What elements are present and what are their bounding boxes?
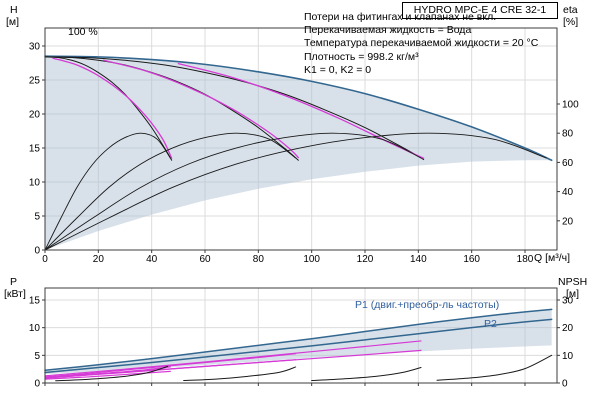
- tick-label: 0: [34, 246, 40, 257]
- tick-label: 10: [29, 178, 41, 189]
- tick-label: 100: [562, 100, 579, 111]
- power-curve-3b: [44, 349, 422, 378]
- tick-label: 180: [517, 254, 534, 265]
- tick-label: 20: [93, 254, 105, 265]
- tick-label: 0: [42, 254, 48, 265]
- speed-label: 100 %: [68, 26, 98, 38]
- tick-label: 20: [562, 323, 574, 334]
- eta-curve-2: [44, 132, 297, 251]
- tick-label: 80: [253, 254, 265, 265]
- tick-label: 25: [29, 76, 41, 87]
- h-axis-unit: [м]: [6, 16, 20, 28]
- info-line: Потери на фитингах и клапанах не вкл.: [304, 11, 497, 23]
- tick-label: 10: [562, 351, 574, 362]
- eta-axis-unit: [%]: [563, 16, 579, 28]
- info-line: Плотность = 998.2 кг/м³: [304, 50, 419, 63]
- tick-label: 10: [29, 323, 41, 334]
- tick-label: 80: [562, 129, 574, 140]
- tick-label: 15: [29, 296, 41, 307]
- tick-label: 140: [410, 254, 427, 265]
- bottom-panel: 0 5 10 15 0 10 20 30: [29, 287, 574, 390]
- plot-border: [44, 27, 558, 251]
- npsh-axis-label: NPSH: [558, 276, 588, 288]
- npsh-curve-1: [55, 365, 169, 382]
- tick-label: 0: [34, 379, 40, 390]
- tick-label: 60: [562, 158, 574, 169]
- tick-label: 20: [562, 216, 574, 227]
- info-block: Потери на фитингах и клапанах не вкл. Пе…: [304, 11, 538, 77]
- info-line: Перекачиваемая жидкость = Вода: [304, 24, 472, 37]
- p2-curve-label: P2: [484, 318, 497, 330]
- npsh-curve-4: [436, 354, 553, 381]
- eta-curve-3: [44, 132, 422, 251]
- eta-curve-4: [44, 132, 547, 251]
- p1-curve-label: P1 (двиг.+преобр-ль частоты): [355, 299, 500, 311]
- h-axis-label: H: [10, 4, 18, 16]
- operating-area: [45, 56, 552, 251]
- eta-curve-1: [44, 132, 171, 251]
- npsh-axis-unit: [м]: [566, 288, 580, 300]
- tick-label: 40: [562, 187, 574, 198]
- p1-curve: [44, 308, 553, 372]
- tick-label: 15: [29, 144, 41, 155]
- power-curve-3: [44, 340, 422, 377]
- control-curve-2: [103, 59, 299, 159]
- tick-label: 5: [34, 351, 40, 362]
- control-curve-1: [52, 57, 173, 159]
- power-curve-2: [44, 353, 297, 378]
- tick-label: 100: [303, 254, 320, 265]
- plot-border: [44, 287, 558, 384]
- info-line: K1 = 0, K2 = 0: [304, 63, 372, 76]
- tick-label: 160: [463, 254, 480, 265]
- tick-label: 5: [34, 212, 40, 223]
- tick-label: 20: [29, 110, 41, 121]
- npsh-curve-3: [311, 367, 422, 382]
- tick-label: 30: [29, 42, 41, 53]
- power-curve-1b: [44, 370, 171, 380]
- tick-label: 40: [146, 254, 158, 265]
- eta-axis-label: eta: [563, 4, 578, 16]
- pump-curve-2: [44, 56, 299, 161]
- p-axis-label: P: [10, 276, 18, 288]
- q-axis-label: Q [м³/ч]: [534, 252, 571, 264]
- tick-label: 0: [562, 379, 568, 390]
- power-area: [45, 309, 552, 375]
- p2-curve: [44, 318, 553, 374]
- pump-curve-1: [44, 56, 173, 161]
- tick-label: 30: [562, 296, 574, 307]
- top-panel: 0 20 40 60 80 100 120 140 160 180 0 5 10 15 20 25 30 20 40…: [29, 27, 579, 265]
- p-axis-unit: [кВт]: [4, 288, 26, 300]
- npsh-curve-2: [183, 366, 297, 382]
- tick-label: 60: [199, 254, 211, 265]
- tick-label: 120: [357, 254, 374, 265]
- max-curve-4-pumps: [44, 55, 553, 162]
- info-line: Температура перекачиваемой жидкости = 20…: [304, 37, 539, 50]
- chart-title: HYDRO MPC-E 4 CRE 32-1: [402, 2, 558, 19]
